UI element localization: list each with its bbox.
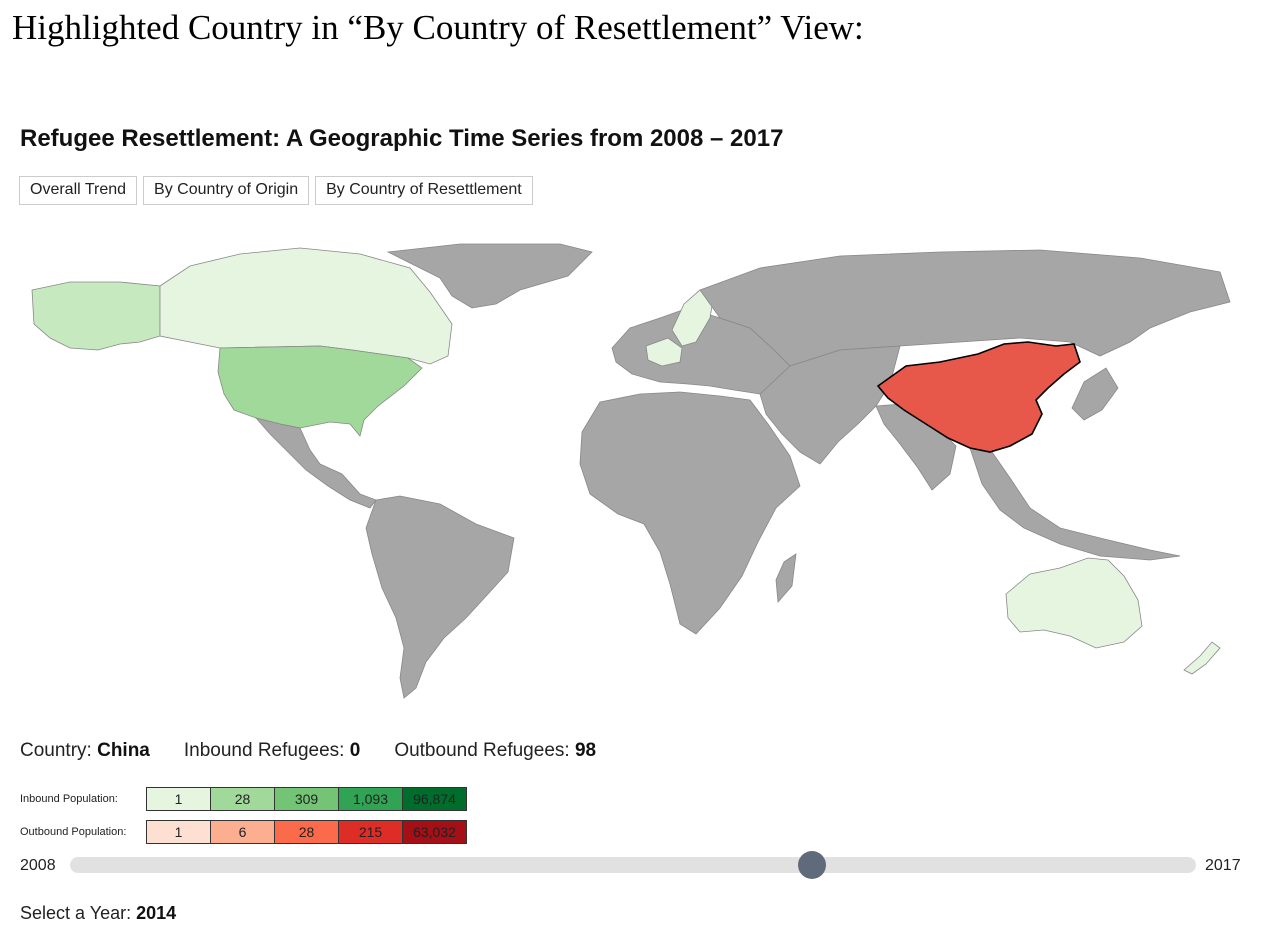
country-info-outbound: Outbound Refugees: 98 bbox=[394, 740, 597, 761]
tab-by-country-of-resettlement[interactable]: By Country of Resettlement bbox=[315, 176, 533, 205]
inbound-legend-label: Inbound Population: bbox=[20, 793, 118, 805]
country-info-country: Country: China bbox=[20, 740, 150, 761]
outbound-legend-label: Outbound Population: bbox=[20, 826, 127, 838]
inbound-legend-cell: 309 bbox=[275, 788, 339, 810]
outbound-legend: Outbound Population: 1 6 28 215 63,032 bbox=[20, 820, 467, 844]
country-middle-east[interactable] bbox=[759, 345, 901, 465]
outbound-legend-cell: 6 bbox=[211, 821, 275, 843]
outbound-legend-cell: 28 bbox=[275, 821, 339, 843]
outbound-legend-cell: 1 bbox=[147, 821, 211, 843]
select-year-label: Select a Year: bbox=[20, 903, 132, 923]
country-germany[interactable] bbox=[645, 337, 683, 367]
country-madagascar[interactable] bbox=[775, 553, 797, 603]
inbound-legend-cell: 1 bbox=[147, 788, 211, 810]
country-alaska[interactable] bbox=[31, 281, 161, 351]
slider-max-label: 2017 bbox=[1205, 857, 1241, 874]
outbound-legend-cell: 63,032 bbox=[403, 821, 467, 843]
country-usa[interactable] bbox=[217, 345, 423, 437]
tab-by-country-of-origin[interactable]: By Country of Origin bbox=[143, 176, 310, 205]
document-heading: Highlighted Country in “By Country of Re… bbox=[12, 8, 864, 47]
slider-min-label: 2008 bbox=[20, 857, 56, 874]
country-info: Country: China Inbound Refugees: 0 Outbo… bbox=[20, 740, 596, 762]
inbound-legend-cell: 96,874 bbox=[403, 788, 467, 810]
country-south-america[interactable] bbox=[365, 495, 515, 699]
outbound-legend-scale: 1 6 28 215 63,032 bbox=[146, 820, 467, 844]
country-australia[interactable] bbox=[1005, 557, 1143, 649]
year-slider-track[interactable] bbox=[70, 857, 1196, 873]
world-map[interactable] bbox=[20, 238, 1240, 708]
country-greenland[interactable] bbox=[386, 243, 593, 309]
inbound-legend-scale: 1 28 309 1,093 96,874 bbox=[146, 787, 467, 811]
inbound-legend: Inbound Population: 1 28 309 1,093 96,874 bbox=[20, 787, 467, 811]
country-africa[interactable] bbox=[579, 391, 801, 635]
country-southeast-asia[interactable] bbox=[969, 447, 1181, 561]
year-slider-thumb[interactable] bbox=[798, 851, 826, 879]
page-title: Refugee Resettlement: A Geographic Time … bbox=[20, 125, 784, 152]
view-tabs: Overall Trend By Country of Origin By Co… bbox=[19, 176, 533, 205]
outbound-legend-cell: 215 bbox=[339, 821, 403, 843]
inbound-legend-cell: 1,093 bbox=[339, 788, 403, 810]
outbound-refugees-value: 98 bbox=[574, 740, 597, 761]
country-name-value: China bbox=[97, 740, 150, 761]
inbound-refugees-value: 0 bbox=[349, 740, 361, 761]
country-russia[interactable] bbox=[699, 249, 1231, 367]
select-year-value: 2014 bbox=[136, 903, 177, 923]
tab-overall-trend[interactable]: Overall Trend bbox=[19, 176, 138, 205]
country-new-zealand[interactable] bbox=[1183, 641, 1221, 675]
country-china[interactable] bbox=[876, 341, 1081, 453]
inbound-legend-cell: 28 bbox=[211, 788, 275, 810]
country-japan[interactable] bbox=[1071, 367, 1119, 421]
country-info-inbound: Inbound Refugees: 0 bbox=[183, 740, 361, 761]
selected-year: Select a Year: 2014 bbox=[20, 903, 176, 924]
